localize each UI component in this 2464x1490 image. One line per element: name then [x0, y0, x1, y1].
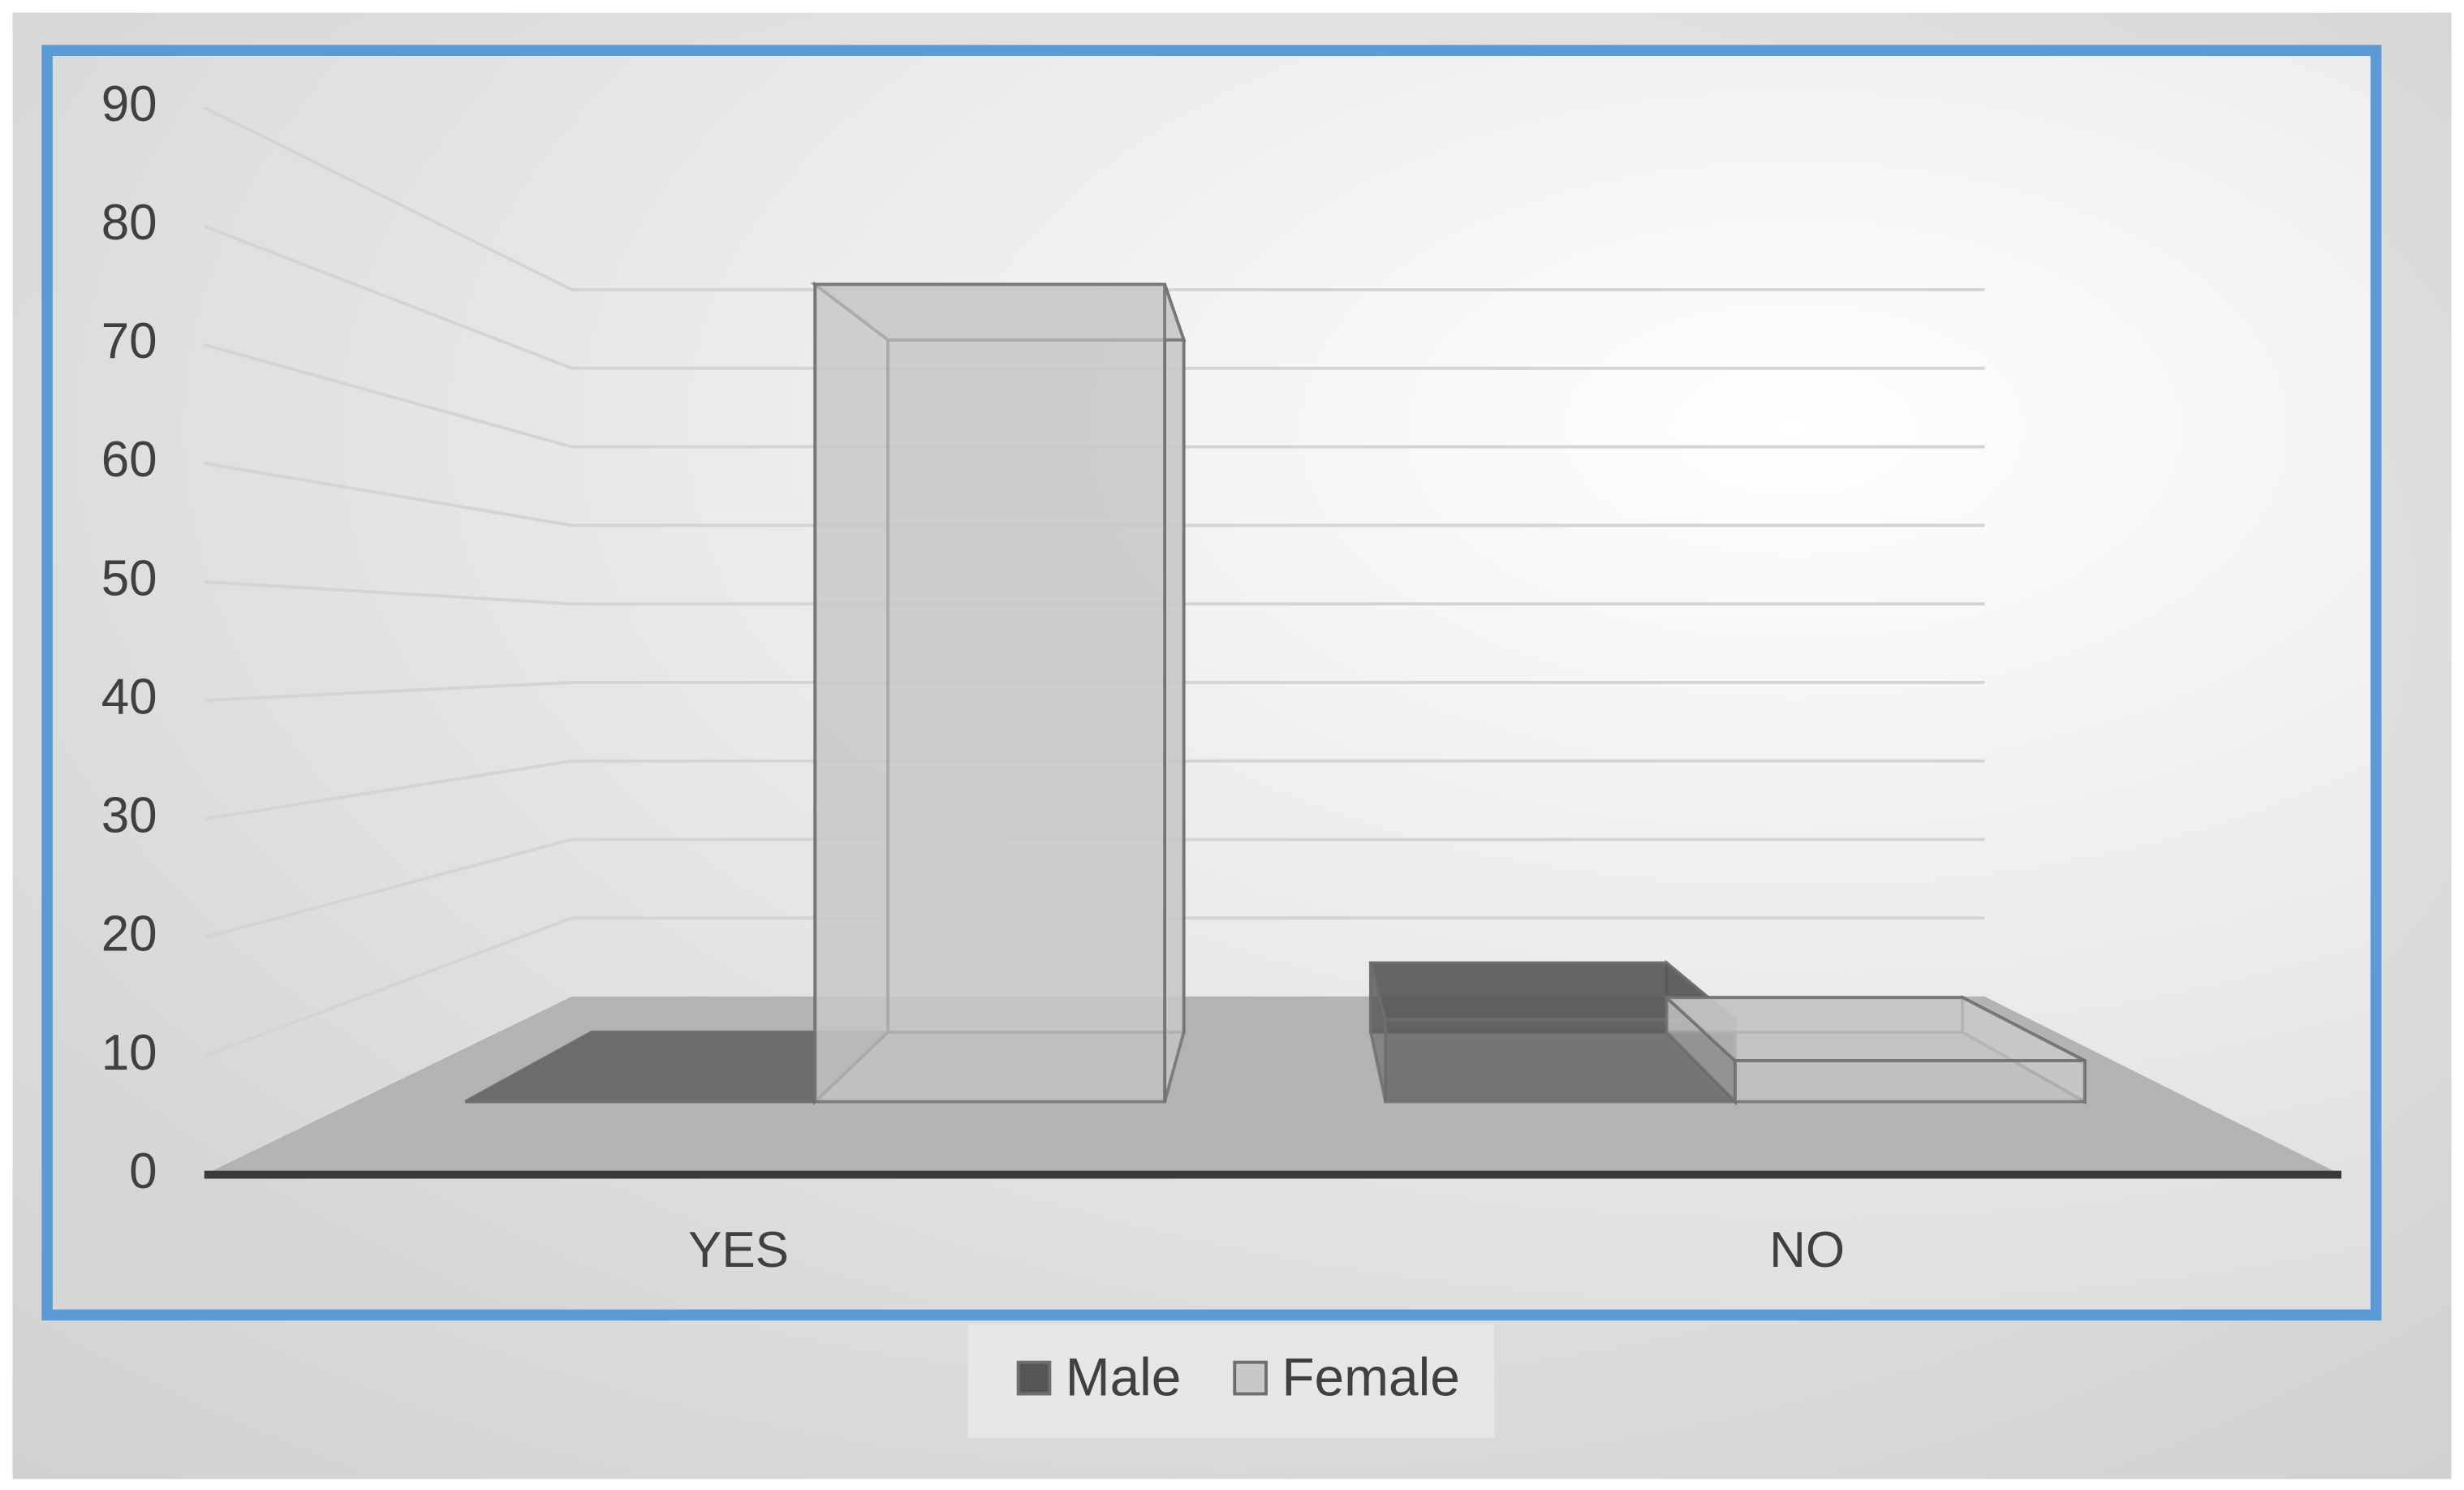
- grid-line: [204, 579, 1985, 606]
- y-tick-label: 20: [101, 906, 157, 962]
- x-tick-label: YES: [688, 1222, 789, 1278]
- bar-front: [813, 282, 1167, 1104]
- y-tick-label: 90: [101, 76, 157, 132]
- y-tick-label: 0: [129, 1143, 157, 1199]
- grid-line: [203, 106, 1985, 292]
- grid: [203, 106, 1985, 1058]
- legend-swatch: [1233, 1360, 1268, 1396]
- y-tick-label: 50: [101, 550, 157, 606]
- grid-line: [204, 680, 1985, 702]
- grid-line: [204, 759, 1985, 821]
- legend: [967, 1324, 1495, 1438]
- legend-label: Male: [1066, 1346, 1182, 1406]
- plot-root: 0 10 20 30 40 50 60 70 80 90 YES NO Male Female: [12, 12, 2452, 1479]
- grid-line: [204, 838, 1985, 940]
- grid-line: [204, 342, 1985, 449]
- legend-label: Female: [1282, 1346, 1459, 1406]
- bar-front: [1733, 1059, 2087, 1104]
- y-tick-label: 40: [101, 669, 157, 725]
- bars: [464, 281, 2087, 1106]
- y-tick-label: 30: [101, 787, 157, 843]
- y-tick-label: 80: [101, 195, 157, 251]
- x-tick-label: NO: [1769, 1222, 1845, 1278]
- y-tick-label: 60: [101, 432, 157, 488]
- y-tick-label: 70: [101, 313, 157, 369]
- grid-line: [204, 224, 1985, 370]
- grid-line: [204, 461, 1985, 528]
- grid-line: [204, 916, 1985, 1058]
- legend-items: Male Female: [1016, 1346, 1460, 1406]
- legend-swatch: [1016, 1360, 1052, 1396]
- y-tick-label: 10: [101, 1025, 157, 1081]
- labels: 0 10 20 30 40 50 60 70 80 90 YES NO: [101, 76, 1845, 1278]
- bar-side: [1163, 283, 1186, 1102]
